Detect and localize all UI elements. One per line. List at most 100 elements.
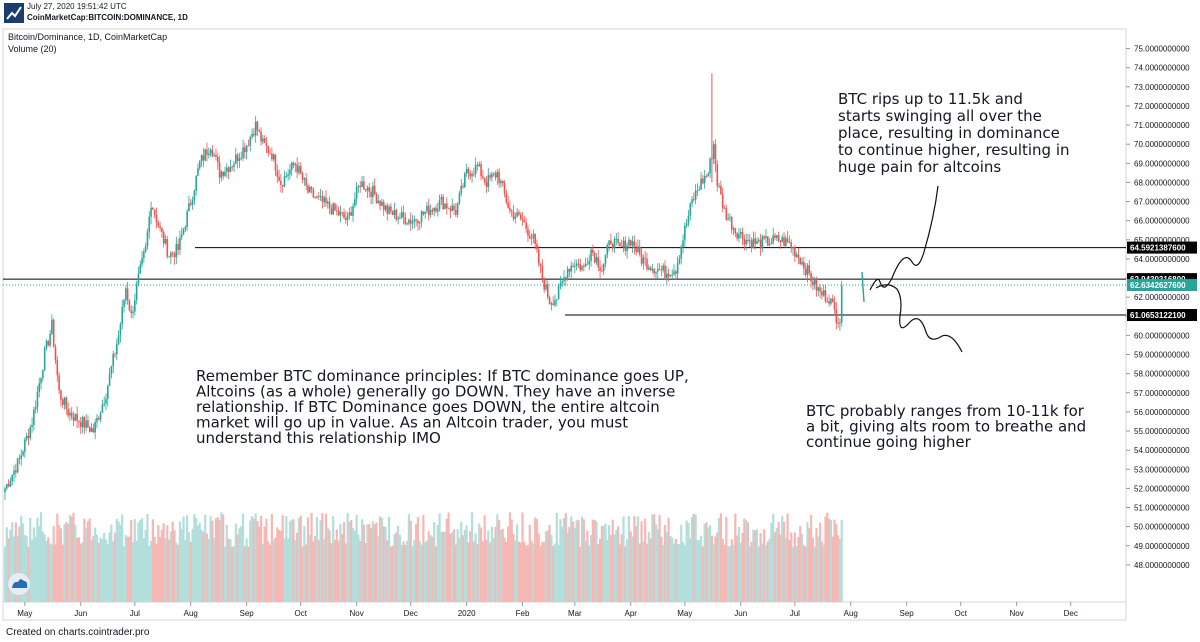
volume-bar (290, 519, 293, 602)
candle-body (317, 196, 320, 197)
volume-bar (782, 521, 786, 602)
volume-bar (485, 539, 488, 602)
volume-bar (202, 531, 205, 602)
volume-bar (173, 530, 176, 602)
candle-body (541, 265, 544, 279)
volume-bar (342, 522, 346, 602)
candle-body (97, 418, 100, 420)
volume-bar (70, 516, 73, 602)
candle-body (707, 173, 710, 177)
volume-bar (615, 529, 618, 602)
volume-bar (764, 545, 768, 602)
volume-bar (570, 516, 573, 602)
volume-bar (427, 531, 430, 602)
volume-bar (622, 516, 625, 602)
volume-bar (555, 512, 558, 602)
volume-bar (553, 543, 557, 602)
volume-bar (663, 525, 667, 602)
volume-bar (656, 529, 659, 602)
candle-body (157, 222, 160, 226)
volume-bar (61, 544, 64, 602)
volume-bar (532, 543, 535, 602)
candle-body (629, 239, 632, 246)
volume-bar (600, 525, 603, 602)
volume-bar (140, 518, 144, 602)
candle-body (698, 189, 701, 191)
y-tick-label: 53.0000000000 (1134, 465, 1190, 474)
candle-body (384, 205, 387, 210)
candle-body (114, 353, 116, 355)
volume-bar (400, 544, 403, 602)
candle-body (756, 240, 758, 244)
candle-body (830, 298, 832, 304)
volume-bar (335, 529, 338, 602)
candle-body (4, 488, 6, 493)
volume-bar (831, 536, 834, 602)
volume-bar (378, 516, 382, 602)
volume-bar (294, 540, 297, 602)
chart-canvas[interactable]: 75.0000000000 74.0000000000 73.0000000000 7… (0, 26, 1200, 626)
candle-body (619, 242, 621, 246)
volume-bar (184, 540, 187, 602)
volume-bar (382, 526, 385, 602)
candle-body (478, 163, 481, 166)
volume-bar (57, 524, 61, 602)
candle-body (521, 218, 524, 221)
candle-body (664, 265, 666, 278)
candle-body (586, 263, 589, 265)
volume-bar (754, 530, 757, 602)
candle-body (373, 185, 376, 195)
candle-body (262, 138, 264, 142)
candle-body (446, 203, 448, 209)
volume-bar (557, 544, 560, 602)
candle-body (299, 166, 302, 174)
volume-bar (117, 521, 120, 602)
candle-body (552, 303, 554, 306)
candle-body (33, 409, 35, 426)
volume-bar (67, 523, 70, 602)
candle-body (218, 162, 221, 178)
candle-body (599, 267, 601, 271)
candle-body (684, 225, 686, 241)
volume-bar (411, 546, 414, 602)
volume-bar (110, 524, 113, 602)
volume-bar (703, 523, 706, 602)
volume-bar (108, 532, 111, 602)
volume-bar (727, 545, 730, 602)
candle-body (215, 155, 217, 157)
volume-bar (779, 534, 782, 602)
latest-candle-marker (861, 271, 865, 303)
candle-body (637, 246, 639, 253)
candle-body (404, 217, 407, 225)
volume-bar (186, 515, 189, 602)
candle-body (132, 311, 134, 314)
candle-body (689, 203, 692, 216)
candle-body (105, 398, 107, 404)
candle-body (438, 199, 441, 209)
candle-body (386, 205, 389, 214)
volume-bar (366, 524, 369, 602)
candle-body (45, 341, 48, 349)
candle-body (732, 228, 735, 230)
candle-body (90, 428, 93, 432)
candle-body (673, 271, 675, 275)
candle-body (162, 232, 165, 244)
volume-bar (488, 542, 492, 602)
candle-body (483, 178, 486, 182)
candle-body (263, 138, 266, 144)
level-price-label: 61.0653122100 (1130, 311, 1186, 320)
candle-body (556, 299, 558, 301)
candle-body (649, 267, 652, 271)
range-scenario-curve (875, 284, 963, 353)
volume-bar (158, 537, 162, 602)
volume-bar (92, 536, 95, 602)
volume-bar (461, 535, 465, 602)
candle-body (188, 203, 190, 212)
candle-body (640, 254, 643, 264)
candle-body (638, 246, 641, 255)
volume-bar (497, 519, 501, 602)
candle-body (121, 306, 124, 325)
candle-body (354, 199, 356, 207)
candle-body (106, 385, 109, 399)
volume-bar (635, 526, 638, 602)
